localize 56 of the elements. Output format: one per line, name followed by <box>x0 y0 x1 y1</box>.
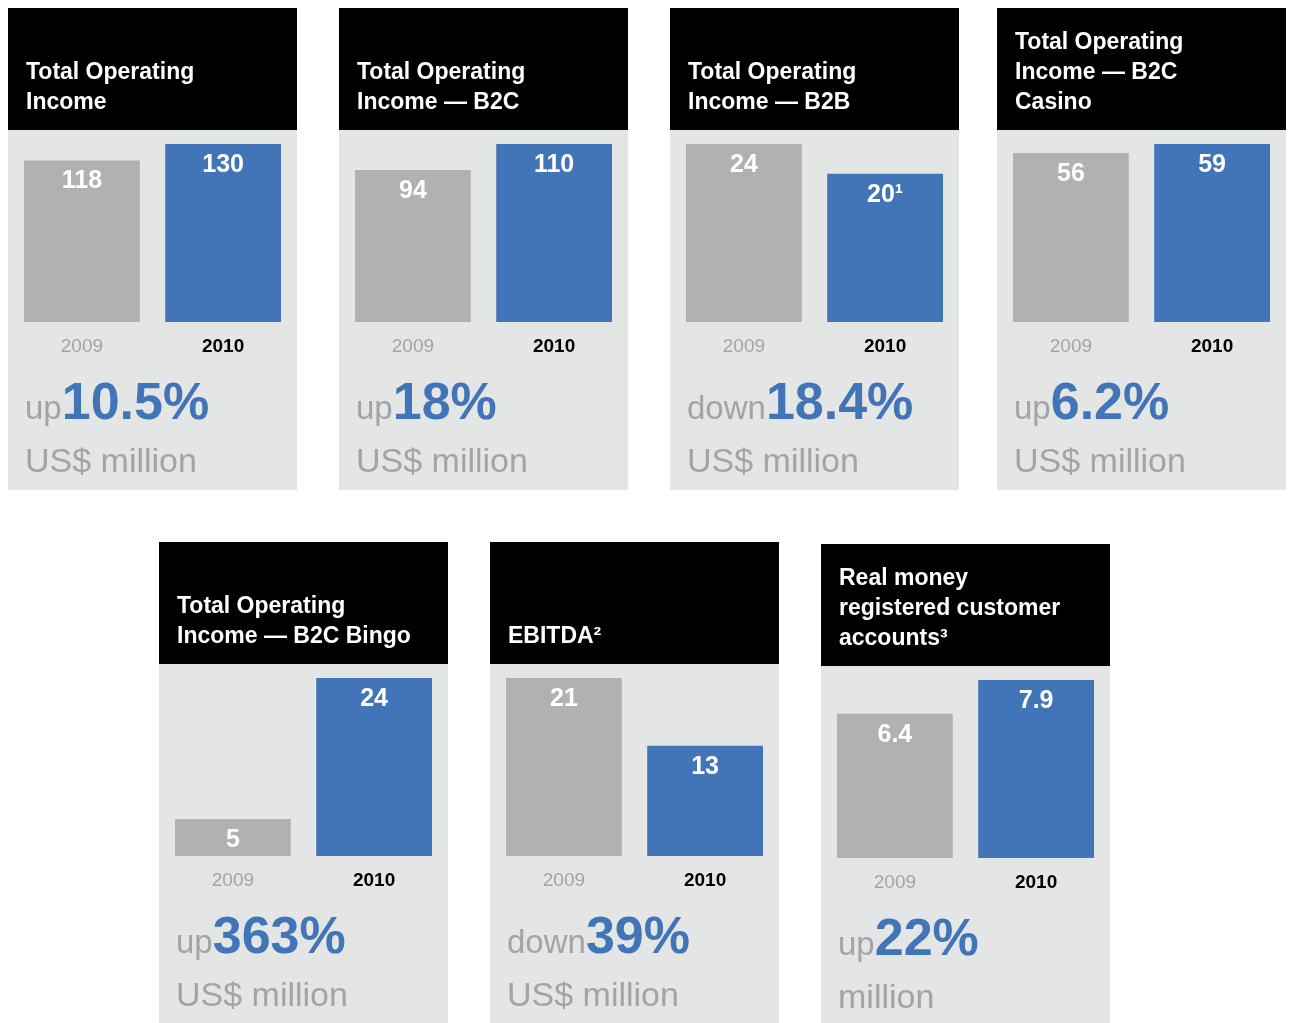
data-label: 6.4 <box>877 718 913 747</box>
chart-title: EBITDA² <box>508 621 602 650</box>
data-label: 20¹ <box>867 178 904 207</box>
text: up <box>1014 389 1051 426</box>
chart-title: Total Operating Income <box>26 57 196 116</box>
text: up <box>838 925 875 962</box>
text: down <box>687 389 766 426</box>
text: 18% <box>392 372 497 430</box>
text: 39% <box>585 906 690 964</box>
text: 10.5% <box>61 372 210 430</box>
data-label: 94 <box>398 174 427 203</box>
text: down <box>507 923 586 960</box>
data-label: 110 <box>533 149 575 177</box>
chart-title: Real money registered customer accounts³ <box>839 563 1062 652</box>
text: US$ million <box>1014 440 1186 480</box>
x-tick-label: 2010 <box>683 868 727 890</box>
data-label: 118 <box>61 165 103 194</box>
x-tick-label: 2010 <box>1190 334 1234 356</box>
text: US$ million <box>356 440 528 480</box>
text: up <box>25 389 62 426</box>
x-tick-label: 2009 <box>873 870 917 892</box>
x-tick-label: 2010 <box>201 334 245 356</box>
x-tick-label: 2009 <box>1049 334 1093 356</box>
x-tick-label: 2009 <box>391 334 435 356</box>
chart-title: Total Operating Income — B2B <box>688 57 858 116</box>
text: 18.4% <box>765 372 914 430</box>
text: up <box>356 389 393 426</box>
data-label: 24 <box>729 149 758 177</box>
data-label: 21 <box>549 683 578 711</box>
text: US$ million <box>687 440 860 480</box>
data-label: 5 <box>225 823 240 852</box>
x-tick-label: 2009 <box>722 334 766 356</box>
x-tick-label: 2009 <box>60 334 104 356</box>
data-label: 56 <box>1056 158 1085 187</box>
text: million <box>838 976 936 1016</box>
text: 6.2% <box>1050 372 1170 430</box>
text: 363% <box>212 906 346 964</box>
text: US$ million <box>176 974 348 1014</box>
x-tick-label: 2009 <box>211 868 255 890</box>
chart-title: Total Operating Income — B2C <box>357 57 527 116</box>
data-label: 130 <box>202 149 244 177</box>
chart-title: Total Operating Income — B2C Casino <box>1015 27 1185 116</box>
x-tick-label: 2009 <box>542 868 586 890</box>
text: 22% <box>874 908 979 966</box>
x-tick-label: 2010 <box>863 334 907 356</box>
x-tick-label: 2010 <box>352 868 396 890</box>
x-tick-label: 2010 <box>532 334 576 356</box>
data-label: 13 <box>691 750 720 779</box>
text: US$ million <box>507 974 680 1014</box>
data-label: 24 <box>360 683 389 711</box>
chart-title: Total Operating Income — B2C Bingo <box>177 591 412 650</box>
data-label: 59 <box>1198 149 1227 177</box>
text: US$ million <box>25 440 198 480</box>
text: up <box>176 923 213 960</box>
x-tick-label: 2010 <box>1014 870 1058 892</box>
data-label: 7.9 <box>1018 685 1054 713</box>
